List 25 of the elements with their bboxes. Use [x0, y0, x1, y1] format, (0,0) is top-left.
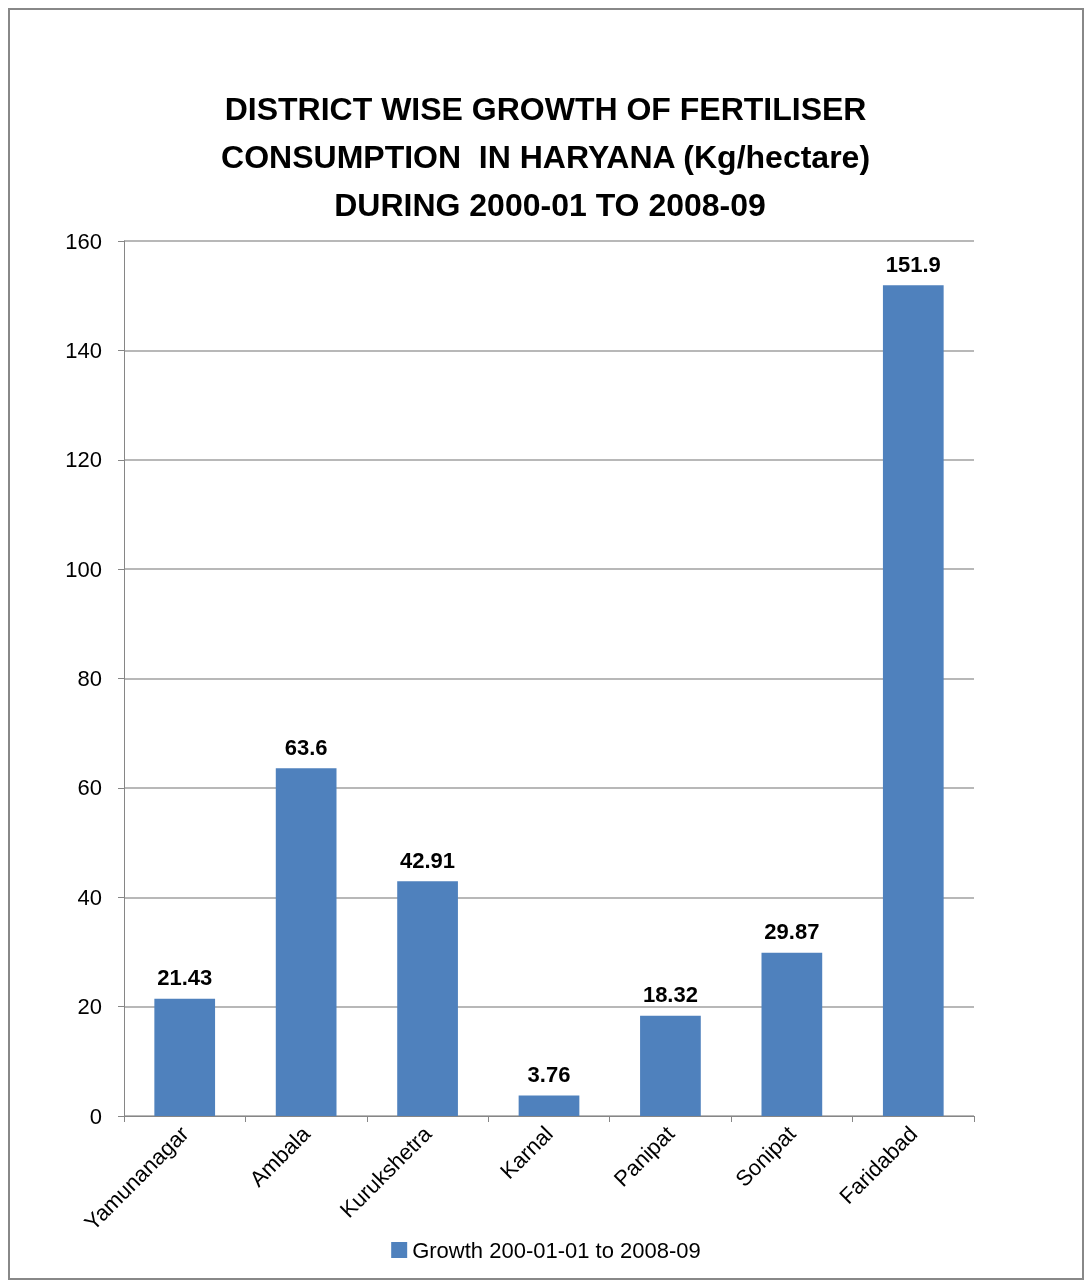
y-tick-label: 140 — [65, 337, 102, 363]
y-tick-label: 160 — [65, 228, 102, 254]
legend-label: Growth 200-01-01 to 2008-09 — [412, 1237, 701, 1263]
bar — [882, 285, 944, 1116]
data-label: 63.6 — [284, 734, 328, 760]
data-label: 151.9 — [885, 251, 941, 277]
data-label: 18.32 — [642, 982, 698, 1008]
bar — [275, 768, 337, 1116]
y-tick-label: 120 — [65, 447, 102, 473]
chart-title: DISTRICT WISE GROWTH OF FERTILISER CONSUMPTION IN HARYANA (Kg/hectare) DURING 2000-01 TO 2008-09 — [221, 91, 879, 223]
y-tick-label: 80 — [77, 666, 102, 691]
y-tick-label: 60 — [77, 775, 102, 801]
y-tick-label: 0 — [89, 1103, 102, 1129]
data-label: 21.43 — [157, 965, 213, 991]
bar — [761, 952, 823, 1116]
data-label: 29.87 — [764, 919, 820, 945]
y-tick-label: 20 — [77, 994, 102, 1020]
data-label: 42.91 — [400, 847, 456, 873]
bar — [640, 1015, 701, 1116]
y-tick-label: 40 — [77, 884, 102, 910]
y-tick-label: 100 — [65, 556, 102, 582]
bar — [397, 881, 458, 1116]
data-label: 3.76 — [527, 1061, 571, 1087]
bar — [154, 998, 216, 1116]
bar — [518, 1095, 580, 1116]
